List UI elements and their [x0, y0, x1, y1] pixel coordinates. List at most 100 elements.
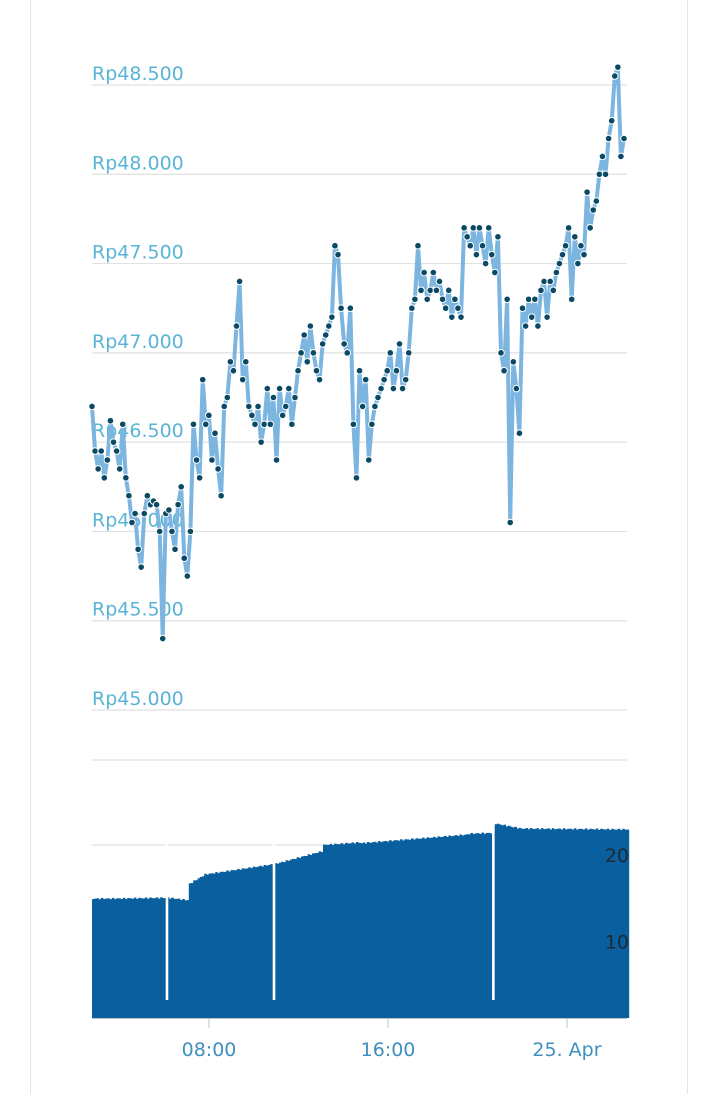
price-point — [235, 277, 244, 286]
volume-bar — [598, 829, 601, 1018]
price-point — [201, 420, 210, 429]
price-point — [417, 286, 425, 295]
price-point — [328, 313, 336, 321]
volume-bar — [422, 837, 425, 1018]
volume-bar — [428, 837, 432, 1018]
volume-bar — [127, 898, 130, 1018]
volume-bar — [356, 842, 359, 1018]
volume-bar — [534, 828, 537, 1018]
volume-bar — [237, 868, 240, 1018]
price-tick-label: Rp45.000 — [92, 688, 184, 710]
price-point — [232, 322, 241, 330]
volume-bar — [144, 897, 148, 1018]
volume-bar — [285, 860, 289, 1018]
volume-bar — [199, 876, 203, 1018]
volume-bar — [122, 897, 126, 1018]
volume-bar — [424, 838, 427, 1018]
price-point — [518, 304, 527, 313]
price-point — [404, 349, 413, 357]
price-point — [509, 357, 518, 366]
volume-bar — [589, 828, 592, 1018]
price-point — [447, 313, 456, 321]
price-point — [100, 474, 109, 482]
volume-bar — [545, 828, 548, 1018]
volume-bar — [221, 871, 225, 1018]
price-point — [392, 366, 401, 375]
volume-bar — [507, 825, 511, 1018]
price-point — [245, 402, 253, 411]
price-point — [278, 411, 287, 420]
volume-tick-label: 20 — [605, 845, 629, 867]
price-point — [534, 322, 542, 330]
price-point — [457, 313, 465, 321]
volume-bar — [624, 829, 627, 1018]
volume-bar — [446, 836, 449, 1018]
price-point — [183, 572, 192, 580]
volume-bar — [217, 873, 220, 1018]
volume-bar — [114, 899, 117, 1018]
price-point — [198, 375, 207, 384]
volume-bar — [516, 828, 520, 1018]
volume-bar — [532, 828, 535, 1018]
price-point — [309, 349, 318, 357]
volume-bar — [96, 898, 99, 1018]
volume-axis-labels: 10 20 — [605, 845, 629, 954]
volume-bar — [268, 864, 271, 1018]
volume-bar — [257, 866, 260, 1018]
price-point — [423, 295, 431, 304]
volume-bar — [329, 843, 333, 1018]
price-point — [494, 232, 502, 241]
price-point — [340, 340, 348, 348]
volume-bar — [279, 862, 282, 1018]
volume-bar — [259, 865, 262, 1018]
volume-bar — [499, 824, 502, 1018]
volume-bar — [474, 833, 478, 1018]
volume-bar — [92, 899, 95, 1018]
volume-bar — [503, 824, 506, 1018]
volume-bar — [358, 842, 361, 1018]
volume-bar — [470, 832, 473, 1018]
volume-bar — [573, 828, 577, 1018]
price-point — [463, 232, 471, 241]
price-point — [321, 331, 330, 339]
volume-bar — [270, 864, 273, 1018]
volume-bar — [527, 829, 531, 1018]
volume-bar — [415, 838, 418, 1018]
price-point — [88, 402, 96, 411]
price-point — [497, 349, 505, 357]
volume-bar — [248, 867, 251, 1018]
price-point — [500, 366, 508, 375]
price-point — [205, 411, 213, 420]
volume-bar — [600, 828, 603, 1018]
price-point — [460, 224, 468, 232]
volume-bar — [241, 868, 245, 1018]
price-point — [115, 465, 124, 473]
price-point — [214, 465, 222, 473]
price-point — [281, 402, 290, 411]
volume-bar — [406, 839, 410, 1018]
volume-bar — [510, 826, 513, 1018]
price-point — [186, 527, 195, 536]
price-point — [401, 375, 410, 384]
volume-bar — [626, 829, 630, 1018]
volume-bar — [274, 863, 278, 1018]
price-point — [543, 313, 551, 321]
volume-bar — [318, 851, 322, 1018]
price-point — [438, 295, 447, 304]
price-point — [195, 474, 204, 482]
volume-bar — [105, 898, 108, 1018]
volume-bar — [230, 870, 234, 1018]
volume-bar — [501, 825, 504, 1018]
volume-bar — [400, 839, 403, 1018]
volume-bar — [296, 857, 300, 1018]
price-point — [211, 429, 219, 438]
volume-bar — [444, 835, 447, 1018]
volume-bar — [182, 898, 185, 1018]
price-point — [269, 393, 278, 402]
price-point — [109, 438, 118, 446]
price-point — [171, 545, 179, 554]
price-point — [414, 241, 422, 250]
volume-bar — [402, 840, 405, 1018]
volume-bar — [219, 871, 223, 1018]
volume-bar — [439, 837, 443, 1018]
